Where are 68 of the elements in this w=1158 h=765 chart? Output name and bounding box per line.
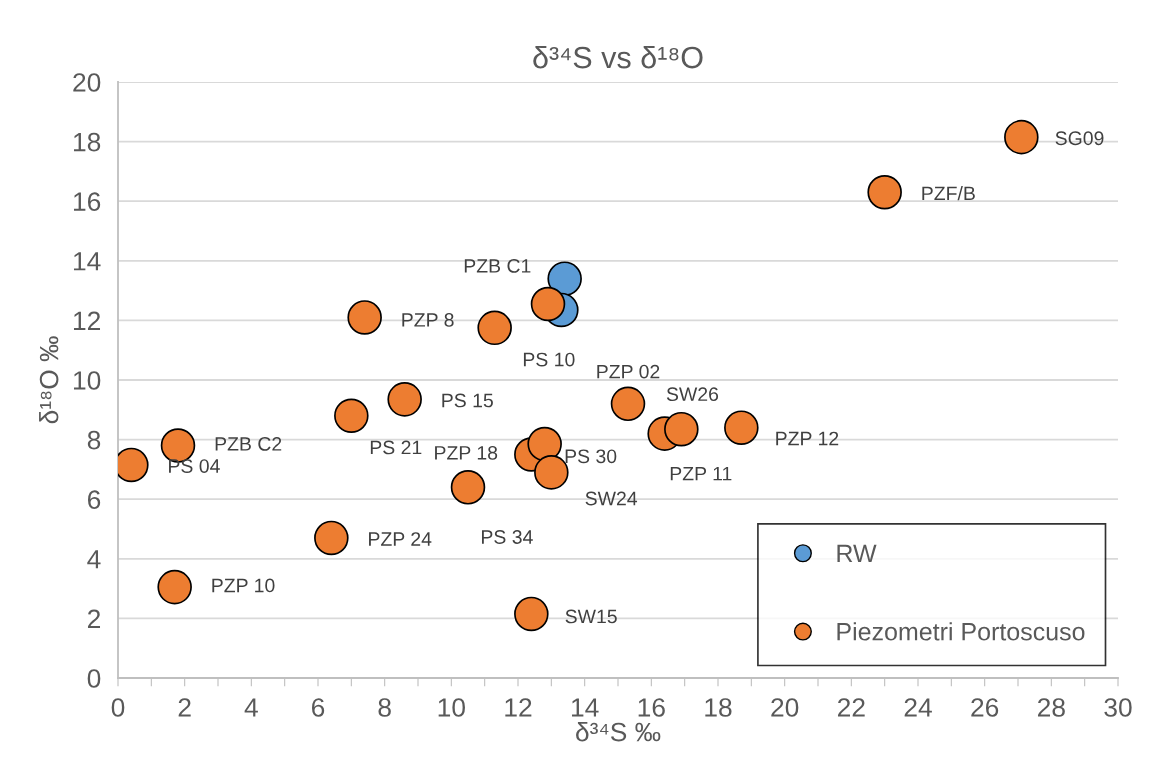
y-tick-label: 6 [88,490,101,510]
annotation: PZP 12 [776,431,839,446]
x-tick-label: 16 [638,698,665,717]
point [724,410,759,445]
point [1004,119,1039,155]
annotation: PZP 18 [435,445,498,460]
annotation: PS 15 [442,393,493,408]
y-tick-label: 0 [87,669,101,688]
point [664,411,699,447]
point [547,261,582,296]
point [387,382,422,417]
annotation: SW24 [585,491,638,506]
annotation: PS 30 [565,449,617,464]
y-tick-label: 12 [74,311,101,330]
x-tick-label: 2 [178,698,191,717]
point [530,286,566,322]
annotation: PZP 11 [670,466,732,481]
point [610,386,646,422]
y-tick-label: 8 [87,430,101,450]
x-tick-label: 20 [771,698,799,717]
y-tick-label: 18 [74,132,101,152]
y-tick-label: 4 [87,550,101,569]
annotation: PZP 24 [369,532,432,546]
x-tick-label: 0 [111,698,125,717]
legend-label: RW [837,544,877,563]
point [477,310,512,346]
x-tick-label: 24 [904,698,932,717]
x-tick-label: 10 [438,698,465,717]
point [157,569,192,605]
x-tick-label: 18 [705,698,732,717]
x-tick-label: 8 [378,698,391,717]
annotation: PS 21 [370,440,422,455]
annotation: PZB C1 [464,259,531,273]
annotation: PZP 10 [212,578,275,593]
point [514,596,549,632]
annotation: SW15 [565,609,617,624]
point [334,398,369,434]
annotation: PS 04 [169,459,220,473]
point [450,470,486,505]
annotation: PZP 02 [597,364,660,379]
annotation: PZF/B [922,185,975,201]
x-tick-label: 22 [837,698,865,717]
point [527,426,562,462]
annotation: PZB C2 [215,437,282,451]
point [314,520,349,556]
x-tick-label: 6 [312,698,325,717]
x-tick-label: 14 [572,698,599,717]
x-tick-label: 28 [1037,698,1065,717]
annotation: SG09 [1055,131,1104,146]
annotation: PS 10 [523,352,575,367]
x-tick-label: 4 [244,698,258,717]
y-tick-label: 20 [73,73,101,92]
x-tick-label: 12 [505,698,532,717]
annotation: SW26 [666,387,719,402]
x-tick-label: 26 [971,698,999,717]
y-tick-label: 10 [74,371,101,390]
y-axis-title: δ¹⁸O ‰ [39,336,59,424]
x-tick-label: 30 [1104,698,1132,717]
y-tick-label: 2 [87,609,101,628]
x-axis-title: δ³⁴S ‰ [576,722,661,742]
point [867,174,902,210]
legend-label: Piezometri Portoscuso [837,622,1085,641]
point [347,300,382,335]
chart-title: δ³⁴S vs δ¹⁸O [533,45,703,69]
y-tick-label: 16 [74,192,101,212]
annotation: PZP 8 [402,313,454,327]
y-tick-label: 14 [74,252,101,271]
annotation: PS 34 [482,530,533,544]
